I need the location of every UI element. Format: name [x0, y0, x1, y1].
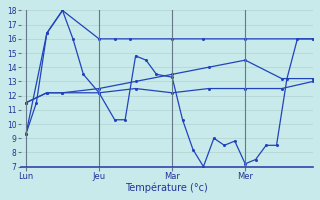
X-axis label: Température (°c): Température (°c)	[125, 183, 208, 193]
